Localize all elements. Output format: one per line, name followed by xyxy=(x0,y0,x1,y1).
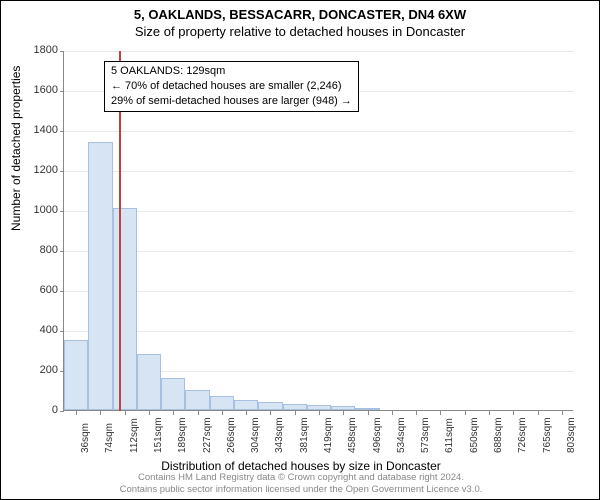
xtick-mark xyxy=(198,411,199,415)
xtick-label: 419sqm xyxy=(323,417,334,453)
chart-container: 5, OAKLANDS, BESSACARR, DONCASTER, DN4 6… xyxy=(0,0,600,500)
xtick-label: 151sqm xyxy=(153,417,164,453)
xtick-label: 36sqm xyxy=(80,423,91,453)
xtick-mark xyxy=(368,411,369,415)
xtick-mark xyxy=(149,411,150,415)
footer-attribution: Contains HM Land Registry data © Crown c… xyxy=(1,472,600,496)
title-address: 5, OAKLANDS, BESSACARR, DONCASTER, DN4 6… xyxy=(1,7,599,22)
x-axis-label: Distribution of detached houses by size … xyxy=(1,459,600,473)
xtick-label: 534sqm xyxy=(396,417,407,453)
xtick-label: 765sqm xyxy=(542,417,553,453)
ytick-label: 600 xyxy=(18,284,58,296)
xtick-mark xyxy=(538,411,539,415)
xtick-mark xyxy=(319,411,320,415)
plot-region: 36sqm74sqm112sqm151sqm189sqm227sqm266sqm… xyxy=(63,51,573,411)
chart-area: 36sqm74sqm112sqm151sqm189sqm227sqm266sqm… xyxy=(63,51,573,411)
annotation-box: 5 OAKLANDS: 129sqm← 70% of detached hous… xyxy=(104,61,359,112)
xtick-label: 74sqm xyxy=(104,423,115,453)
xtick-label: 304sqm xyxy=(250,417,261,453)
histogram-bar xyxy=(283,404,307,410)
xtick-label: 381sqm xyxy=(299,417,310,453)
xtick-label: 266sqm xyxy=(226,417,237,453)
xtick-mark xyxy=(100,411,101,415)
gridline xyxy=(64,131,574,132)
xtick-mark xyxy=(562,411,563,415)
xtick-label: 189sqm xyxy=(177,417,188,453)
ytick-label: 1600 xyxy=(18,84,58,96)
histogram-bar xyxy=(355,408,379,410)
ytick-label: 1200 xyxy=(18,164,58,176)
annotation-line: 29% of semi-detached houses are larger (… xyxy=(111,94,352,109)
ytick-label: 200 xyxy=(18,364,58,376)
xtick-mark xyxy=(173,411,174,415)
ytick-label: 1000 xyxy=(18,204,58,216)
xtick-label: 803sqm xyxy=(566,417,577,453)
gridline xyxy=(64,211,574,212)
ytick-label: 1400 xyxy=(18,124,58,136)
histogram-bar xyxy=(210,396,234,410)
ytick-label: 800 xyxy=(18,244,58,256)
histogram-bar xyxy=(137,354,161,410)
xtick-mark xyxy=(343,411,344,415)
xtick-mark xyxy=(440,411,441,415)
gridline xyxy=(64,251,574,252)
histogram-bar xyxy=(161,378,185,410)
histogram-bar xyxy=(258,402,282,410)
xtick-label: 112sqm xyxy=(129,418,140,453)
xtick-label: 688sqm xyxy=(493,417,504,453)
xtick-label: 496sqm xyxy=(372,417,383,453)
histogram-bar xyxy=(88,142,112,410)
xtick-mark xyxy=(76,411,77,415)
annotation-line: 5 OAKLANDS: 129sqm xyxy=(111,64,352,79)
ytick-mark xyxy=(60,51,64,52)
ytick-mark xyxy=(60,411,64,412)
xtick-label: 611sqm xyxy=(444,418,455,453)
histogram-bar xyxy=(234,400,258,410)
histogram-bar xyxy=(307,405,331,410)
xtick-mark xyxy=(270,411,271,415)
footer-line1: Contains HM Land Registry data © Crown c… xyxy=(1,472,600,484)
xtick-label: 650sqm xyxy=(469,417,480,453)
gridline xyxy=(64,171,574,172)
gridline xyxy=(64,331,574,332)
xtick-mark xyxy=(295,411,296,415)
ytick-label: 1800 xyxy=(18,44,58,56)
xtick-mark xyxy=(465,411,466,415)
xtick-label: 458sqm xyxy=(347,417,358,453)
ytick-mark xyxy=(60,211,64,212)
gridline xyxy=(64,291,574,292)
ytick-mark xyxy=(60,291,64,292)
xtick-label: 343sqm xyxy=(274,417,285,453)
histogram-bar xyxy=(64,340,88,410)
xtick-mark xyxy=(513,411,514,415)
ytick-mark xyxy=(60,131,64,132)
title-subtitle: Size of property relative to detached ho… xyxy=(1,24,599,39)
ytick-mark xyxy=(60,171,64,172)
xtick-mark xyxy=(392,411,393,415)
xtick-label: 227sqm xyxy=(202,417,213,453)
ytick-label: 0 xyxy=(18,404,58,416)
xtick-mark xyxy=(489,411,490,415)
histogram-bar xyxy=(185,390,209,410)
xtick-mark xyxy=(416,411,417,415)
footer-line2: Contains public sector information licen… xyxy=(1,484,600,496)
xtick-label: 573sqm xyxy=(420,417,431,453)
annotation-line: ← 70% of detached houses are smaller (2,… xyxy=(111,79,352,94)
ytick-label: 400 xyxy=(18,324,58,336)
histogram-bar xyxy=(113,208,137,410)
xtick-mark xyxy=(246,411,247,415)
xtick-mark xyxy=(222,411,223,415)
ytick-mark xyxy=(60,251,64,252)
histogram-bar xyxy=(331,406,355,410)
xtick-mark xyxy=(125,411,126,415)
ytick-mark xyxy=(60,331,64,332)
gridline xyxy=(64,51,574,52)
xtick-label: 726sqm xyxy=(517,417,528,453)
ytick-mark xyxy=(60,91,64,92)
